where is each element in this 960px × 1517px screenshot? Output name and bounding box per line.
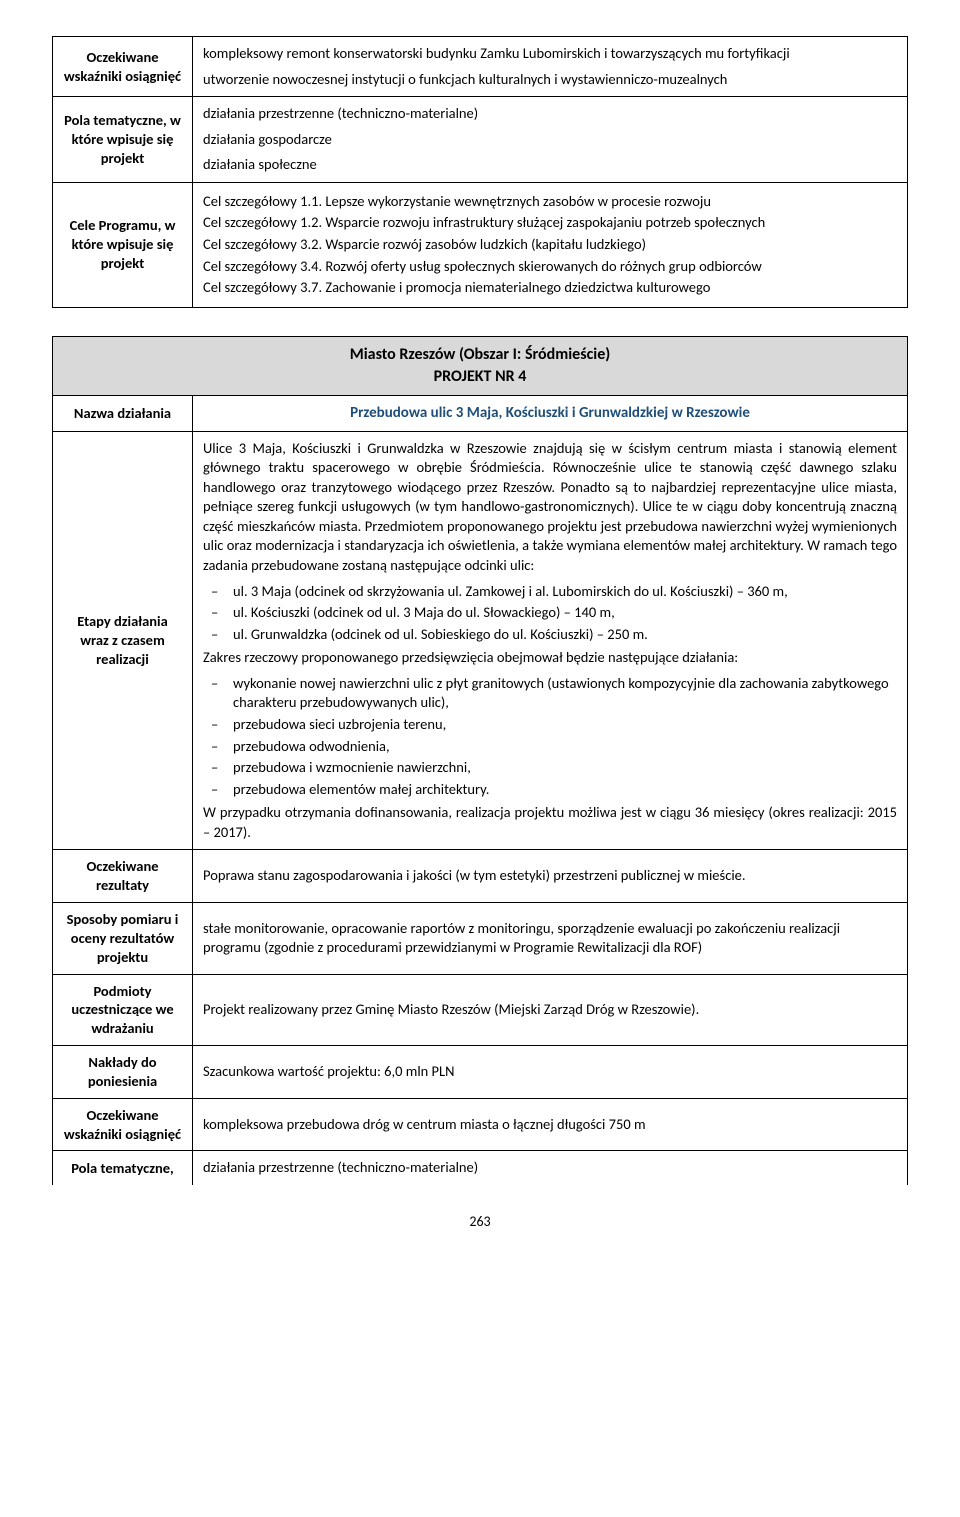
table-row: Podmioty uczestniczące we wdrażaniu Proj… xyxy=(53,974,908,1046)
text-line: utworzenie nowoczesnej instytucji o funk… xyxy=(203,70,897,90)
page-number: 263 xyxy=(52,1213,908,1232)
list-item: przebudowa odwodnienia, xyxy=(203,737,897,757)
label-etapy: Etapy działania wraz z czasem realizacji xyxy=(53,431,193,850)
table-1: Oczekiwane wskaźniki osiągnięć komplekso… xyxy=(52,36,908,308)
content-pola-tematyczne: działania przestrzenne (techniczno-mater… xyxy=(193,97,908,183)
header-line-2: PROJEKT NR 4 xyxy=(63,366,897,388)
table-row: Oczekiwane wskaźniki osiągnięć komplekso… xyxy=(53,1098,908,1151)
label-naklady: Nakłady do poniesienia xyxy=(53,1046,193,1099)
header-band: Miasto Rzeszów (Obszar I: Śródmieście) P… xyxy=(53,336,908,396)
label-oczekiwane-wskazniki-2: Oczekiwane wskaźniki osiągnięć xyxy=(53,1098,193,1151)
text-line: Cel szczegółowy 1.1. Lepsze wykorzystani… xyxy=(203,192,897,212)
content-oczekiwane-wskazniki: kompleksowy remont konserwatorski budynk… xyxy=(193,37,908,97)
label-nazwa: Nazwa działania xyxy=(53,396,193,431)
table-row: Miasto Rzeszów (Obszar I: Śródmieście) P… xyxy=(53,336,908,396)
label-cele-programu: Cele Programu, w które wpisuje się proje… xyxy=(53,182,193,307)
text-paragraph: Zakres rzeczowy proponowanego przedsięwz… xyxy=(203,648,897,668)
list-item: przebudowa sieci uzbrojenia terenu, xyxy=(203,715,897,735)
list-item: ul. Grunwaldzka (odcinek od ul. Sobieski… xyxy=(203,625,897,645)
text-line: działania gospodarcze xyxy=(203,130,897,150)
header-line-1: Miasto Rzeszów (Obszar I: Śródmieście) xyxy=(63,344,897,366)
label-pola-tematyczne: Pola tematyczne, w które wpisuje się pro… xyxy=(53,97,193,183)
street-list: ul. 3 Maja (odcinek od skrzyżowania ul. … xyxy=(203,582,897,645)
label-sposoby: Sposoby pomiaru i oceny rezultatów proje… xyxy=(53,903,193,975)
list-item: przebudowa i wzmocnienie nawierzchni, xyxy=(203,758,897,778)
table-row: Oczekiwane wskaźniki osiągnięć komplekso… xyxy=(53,37,908,97)
table-row: Etapy działania wraz z czasem realizacji… xyxy=(53,431,908,850)
content-sposoby: stałe monitorowanie, opracowanie raportó… xyxy=(193,903,908,975)
content-naklady: Szacunkowa wartość projektu: 6,0 mln PLN xyxy=(193,1046,908,1099)
table-row: Nazwa działania Przebudowa ulic 3 Maja, … xyxy=(53,396,908,431)
content-pola: działania przestrzenne (techniczno-mater… xyxy=(193,1151,908,1185)
table-row: Pola tematyczne, działania przestrzenne … xyxy=(53,1151,908,1185)
text-paragraph: Ulice 3 Maja, Kościuszki i Grunwaldzka w… xyxy=(203,439,897,576)
list-item: przebudowa elementów małej architektury. xyxy=(203,780,897,800)
content-wskazniki: kompleksowa przebudowa dróg w centrum mi… xyxy=(193,1098,908,1151)
content-cele-programu: Cel szczegółowy 1.1. Lepsze wykorzystani… xyxy=(193,182,908,307)
table-row: Sposoby pomiaru i oceny rezultatów proje… xyxy=(53,903,908,975)
list-item: ul. Kościuszki (odcinek od ul. 3 Maja do… xyxy=(203,603,897,623)
text-line: działania społeczne xyxy=(203,155,897,175)
text-line: Cel szczegółowy 3.4. Rozwój oferty usług… xyxy=(203,257,897,277)
label-oczekiwane-wskazniki: Oczekiwane wskaźniki osiągnięć xyxy=(53,37,193,97)
table-row: Pola tematyczne, w które wpisuje się pro… xyxy=(53,97,908,183)
actions-list: wykonanie nowej nawierzchni ulic z płyt … xyxy=(203,674,897,799)
text-line: działania przestrzenne (techniczno-mater… xyxy=(203,104,897,124)
text-line: Cel szczegółowy 3.2. Wsparcie rozwój zas… xyxy=(203,235,897,255)
label-pola-tematyczne-2: Pola tematyczne, xyxy=(53,1151,193,1185)
content-etapy: Ulice 3 Maja, Kościuszki i Grunwaldzka w… xyxy=(193,431,908,850)
list-item: ul. 3 Maja (odcinek od skrzyżowania ul. … xyxy=(203,582,897,602)
content-podmioty: Projekt realizowany przez Gminę Miasto R… xyxy=(193,974,908,1046)
table-row: Nakłady do poniesienia Szacunkowa wartoś… xyxy=(53,1046,908,1099)
label-oczekiwane-rezultaty: Oczekiwane rezultaty xyxy=(53,850,193,903)
text-line: Cel szczegółowy 3.7. Zachowanie i promoc… xyxy=(203,278,897,298)
table-row: Oczekiwane rezultaty Poprawa stanu zagos… xyxy=(53,850,908,903)
table-2: Miasto Rzeszów (Obszar I: Śródmieście) P… xyxy=(52,336,908,1185)
text-paragraph: W przypadku otrzymania dofinansowania, r… xyxy=(203,803,897,842)
text-line: kompleksowy remont konserwatorski budynk… xyxy=(203,44,897,64)
label-podmioty: Podmioty uczestniczące we wdrażaniu xyxy=(53,974,193,1046)
subtitle: Przebudowa ulic 3 Maja, Kościuszki i Gru… xyxy=(193,396,908,431)
content-rezultaty: Poprawa stanu zagospodarowania i jakości… xyxy=(193,850,908,903)
table-row: Cele Programu, w które wpisuje się proje… xyxy=(53,182,908,307)
list-item: wykonanie nowej nawierzchni ulic z płyt … xyxy=(203,674,897,713)
text-line: Cel szczegółowy 1.2. Wsparcie rozwoju in… xyxy=(203,213,897,233)
